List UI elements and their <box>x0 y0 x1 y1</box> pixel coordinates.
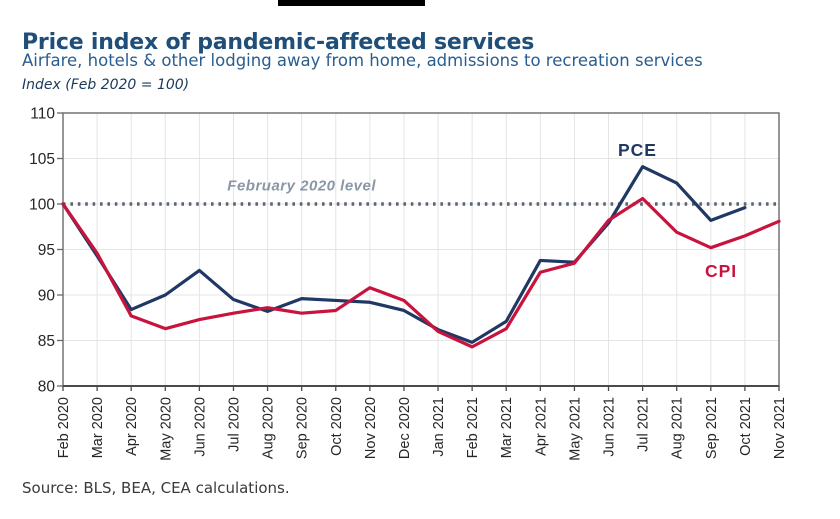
y-tick-label: 85 <box>38 333 55 350</box>
y-tick-label: 110 <box>30 106 55 123</box>
x-tick-label: Oct 2021 <box>738 397 754 456</box>
x-tick-label: Jun 2020 <box>192 397 208 457</box>
reference-line-label: February 2020 level <box>227 177 376 194</box>
x-tick-label: Jul 2020 <box>226 397 242 452</box>
y-tick-label: 90 <box>38 288 56 305</box>
y-tick-label: 100 <box>29 197 55 214</box>
cpi-line <box>61 196 781 349</box>
x-tick-label: Feb 2020 <box>56 397 72 458</box>
x-tick-label: Nov 2021 <box>772 397 788 459</box>
x-tick-label: Jun 2021 <box>602 397 618 457</box>
line-chart: 80 85 90 95 100 105 110 Feb 2020 Mar 2020 Apr 202… <box>29 106 788 461</box>
x-tick-label: Apr 2020 <box>124 397 140 456</box>
x-tick-label: Mar 2020 <box>90 397 106 458</box>
x-tick-label: Jan 2021 <box>431 397 447 457</box>
x-tick-label: Aug 2020 <box>261 397 277 459</box>
x-tick-label: Sep 2020 <box>295 397 311 459</box>
cpi-series-label: CPI <box>705 261 737 281</box>
x-tick-label: May 2020 <box>158 397 174 461</box>
top-black-bar <box>278 0 425 6</box>
y-tick-label: 105 <box>29 151 55 168</box>
x-tick-label: Feb 2021 <box>465 397 481 458</box>
x-tick-label: Mar 2021 <box>499 397 515 458</box>
pce-line <box>61 165 747 344</box>
x-tick-label: Dec 2020 <box>397 397 413 459</box>
y-tick-label: 95 <box>38 242 55 259</box>
x-tick-label: Sep 2021 <box>704 397 720 459</box>
chart-subtitle: Airfare, hotels & other lodging away fro… <box>22 51 703 70</box>
y-tick-label: 80 <box>38 379 56 396</box>
chart-title: Price index of pandemic-affected service… <box>22 29 535 55</box>
x-tick-label: Oct 2020 <box>329 397 345 456</box>
x-tick-label: May 2021 <box>567 397 583 461</box>
source-note: Source: BLS, BEA, CEA calculations. <box>22 479 290 497</box>
x-tick-label: Apr 2021 <box>533 397 549 456</box>
x-tick-label: Jul 2021 <box>636 397 652 452</box>
axis-unit-note: Index (Feb 2020 = 100) <box>22 77 190 93</box>
pce-series-label: PCE <box>618 140 657 160</box>
x-tick-label: Aug 2021 <box>670 397 686 459</box>
x-tick-label: Nov 2020 <box>363 397 379 459</box>
